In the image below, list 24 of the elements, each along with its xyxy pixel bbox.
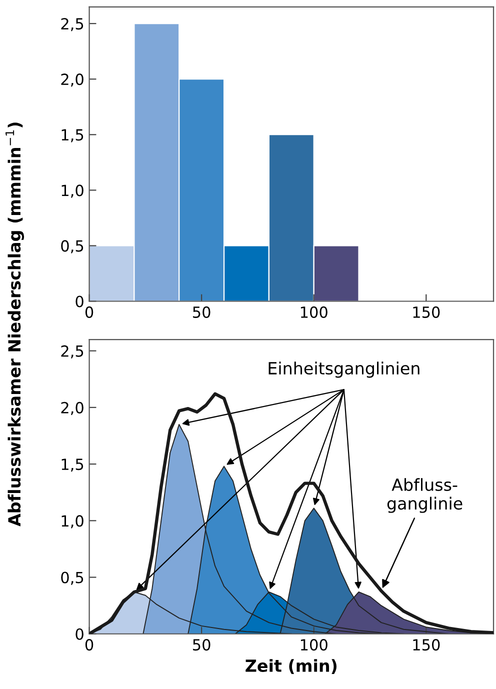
x-tick-label: 150 <box>413 306 440 318</box>
x-tick-label: 0 <box>85 306 94 318</box>
x-tick-label: 50 <box>193 639 210 651</box>
y-axis-title: Abflusswirksamer Niederschlag (mmmin$^{−1}$) <box>6 122 24 526</box>
y-tick-label: 0 <box>76 628 84 640</box>
x-tick-label: 100 <box>300 639 328 651</box>
y-tick-label: 1,0 <box>62 184 84 198</box>
y-tick-label: 1,5 <box>62 129 84 142</box>
y-tick-label: 0,5 <box>61 240 84 254</box>
y-tick-label: 1,5 <box>62 458 84 472</box>
x-tick-label: 150 <box>413 639 440 651</box>
y-tick-label: 0 <box>76 296 84 308</box>
y-tick-label: 2,0 <box>61 74 84 87</box>
x-tick-label: 0 <box>85 639 94 651</box>
y-tick-label: 2,5 <box>61 345 84 358</box>
y-tick-label: 0,5 <box>61 572 84 585</box>
y-tick-label: 1,0 <box>62 515 84 528</box>
annotation: Einheitsganglinien <box>268 362 420 378</box>
y-tick-label: 2,5 <box>61 18 84 32</box>
annotation: Abfluss- ganglinie <box>387 478 462 513</box>
y-tick-label: 2,0 <box>61 402 84 416</box>
x-tick-label: 100 <box>300 306 328 318</box>
x-axis-title: Zeit (min) <box>246 659 336 674</box>
x-tick-label: 50 <box>193 306 210 318</box>
